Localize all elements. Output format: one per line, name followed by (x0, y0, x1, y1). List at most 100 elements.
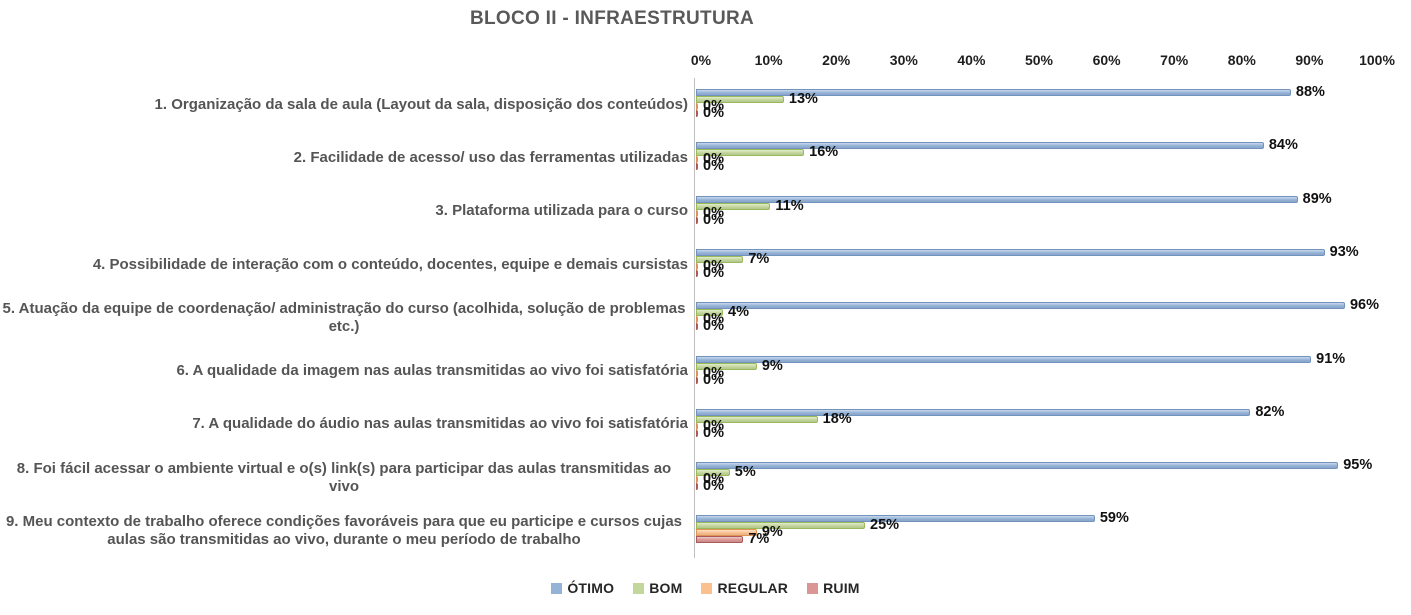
bar-ótimo-row-2 (696, 142, 1264, 150)
x-axis-tick-100: 100% (1359, 52, 1395, 68)
bar-bom-row-4 (696, 255, 744, 263)
bar-regular-row-6 (696, 369, 698, 377)
data-label-bom-row-2: 16% (809, 144, 839, 161)
legend-item-ruim: RUIM (807, 580, 860, 596)
data-label-bom-row-3: 11% (775, 197, 804, 214)
bar-bom-row-5 (696, 309, 724, 317)
bar-regular-row-2 (696, 156, 698, 164)
data-label-ruim-row-4: 0% (703, 264, 724, 281)
legend-swatch-icon (701, 582, 713, 594)
bar-ótimo-row-9 (696, 515, 1095, 523)
legend-label: RUIM (823, 580, 860, 596)
chart-title: BLOCO II - INFRAESTRUTURA (469, 8, 755, 29)
bar-ruim-row-4 (696, 269, 698, 277)
x-axis-tick-30: 30% (889, 52, 918, 68)
data-label-bom-row-7: 18% (822, 410, 852, 427)
bar-ótimo-row-8 (696, 462, 1339, 470)
data-label-regular-row-7: 0% (703, 417, 724, 434)
bar-regular-row-3 (696, 209, 698, 217)
bar-ótimo-row-7 (696, 408, 1251, 416)
category-label-8: 8. Foi fácil acessar o ambiente virtual … (16, 459, 672, 495)
bar-regular-row-8 (696, 476, 698, 484)
bar-ruim-row-2 (696, 163, 698, 171)
data-label-ruim-row-2: 0% (703, 158, 724, 175)
x-axis-tick-20: 20% (822, 52, 851, 68)
data-label-ótimo-row-8: 95% (1343, 457, 1373, 474)
legend-swatch-icon (633, 582, 645, 594)
bar-bom-row-2 (696, 149, 805, 157)
bar-ótimo-row-4 (696, 248, 1325, 256)
bar-regular-row-9 (696, 529, 757, 537)
category-label-6: 6. A qualidade da imagem nas aulas trans… (176, 362, 688, 380)
bar-regular-row-1 (696, 103, 698, 110)
x-axis-tick-70: 70% (1160, 52, 1189, 68)
bar-bom-row-9 (696, 522, 865, 530)
data-label-ótimo-row-7: 82% (1255, 403, 1285, 420)
data-label-bom-row-5: 4% (728, 304, 749, 321)
bar-ótimo-row-1 (696, 89, 1291, 96)
bar-ruim-row-8 (696, 483, 698, 491)
bar-ruim-row-3 (696, 216, 698, 224)
data-label-ruim-row-9: 7% (748, 531, 770, 548)
legend-swatch-icon (551, 582, 563, 594)
data-label-ótimo-row-2: 84% (1268, 137, 1298, 154)
data-label-bom-row-1: 13% (788, 91, 818, 107)
legend-label: BOM (649, 580, 683, 596)
bar-ruim-row-1 (696, 110, 698, 117)
y-axis-line (694, 78, 695, 558)
data-label-regular-row-6: 0% (703, 364, 724, 381)
data-label-ruim-row-6: 0% (703, 371, 724, 388)
legend-swatch-icon (807, 582, 819, 594)
legend: ÓTIMO BOM REGULAR RUIM (0, 580, 1411, 596)
bar-regular-row-5 (696, 316, 698, 324)
data-label-ótimo-row-6: 91% (1316, 350, 1346, 367)
bar-ótimo-row-3 (696, 195, 1298, 203)
data-label-ótimo-row-5: 96% (1349, 297, 1379, 314)
legend-label: REGULAR (717, 580, 789, 596)
category-label-4: 4. Possibilidade de interação com o cont… (92, 255, 688, 273)
data-label-regular-row-3: 0% (703, 204, 724, 221)
category-label-2: 2. Facilidade de acesso/ uso das ferrame… (293, 148, 688, 166)
bar-ruim-row-7 (696, 429, 698, 437)
data-label-ótimo-row-1: 88% (1295, 84, 1325, 100)
data-label-regular-row-2: 0% (703, 151, 724, 168)
bar-bom-row-1 (696, 96, 784, 103)
bar-ótimo-row-6 (696, 355, 1312, 363)
bar-bom-row-3 (696, 202, 771, 210)
x-axis-tick-60: 60% (1092, 52, 1121, 68)
bar-regular-row-4 (696, 262, 698, 270)
category-label-1: 1. Organização da sala de aula (Layout d… (154, 95, 688, 113)
bar-ruim-row-9 (696, 536, 744, 544)
data-label-regular-row-5: 0% (703, 311, 724, 328)
data-label-bom-row-9: 25% (870, 517, 900, 534)
data-label-bom-row-8: 5% (734, 464, 756, 481)
category-label-5: 5. Atuação da equipe de coordenação/ adm… (2, 299, 686, 335)
x-axis-tick-90: 90% (1295, 52, 1324, 68)
bar-ótimo-row-5 (696, 302, 1345, 310)
data-label-ruim-row-1: 0% (703, 105, 724, 121)
data-label-regular-row-9: 9% (761, 524, 783, 541)
bar-bom-row-8 (696, 469, 730, 477)
category-label-9: 9. Meu contexto de trabalho oferece cond… (5, 513, 683, 549)
legend-item-regular: REGULAR (701, 580, 788, 596)
data-label-ótimo-row-3: 89% (1302, 190, 1332, 207)
category-label-3: 3. Plataforma utilizada para o curso (435, 202, 688, 220)
x-axis-tick-80: 80% (1227, 52, 1256, 68)
bar-ruim-row-5 (696, 323, 698, 331)
data-label-ótimo-row-4: 93% (1329, 243, 1359, 260)
x-axis-tick-40: 40% (957, 52, 986, 68)
data-label-regular-row-4: 0% (703, 257, 724, 274)
x-axis-tick-0: 0% (690, 52, 712, 68)
bar-ruim-row-6 (696, 376, 698, 384)
legend-item-bom: BOM (633, 580, 682, 596)
data-label-ruim-row-5: 0% (703, 318, 724, 335)
data-label-bom-row-6: 9% (761, 357, 783, 374)
data-label-ruim-row-8: 0% (703, 478, 724, 495)
legend-item-ótimo: ÓTIMO (551, 580, 614, 596)
category-label-7: 7. A qualidade do áudio nas aulas transm… (192, 415, 688, 433)
x-axis-tick-10: 10% (754, 52, 783, 68)
data-label-ótimo-row-9: 59% (1099, 510, 1129, 527)
data-label-regular-row-1: 0% (703, 98, 724, 114)
bar-bom-row-6 (696, 362, 757, 370)
